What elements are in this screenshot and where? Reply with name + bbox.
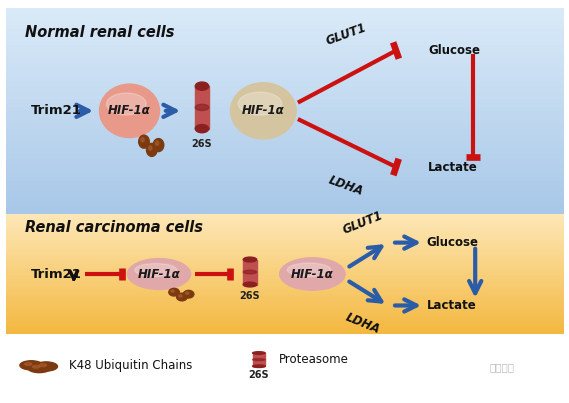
Text: Normal renal cells: Normal renal cells [25, 25, 175, 39]
Circle shape [169, 289, 179, 296]
Ellipse shape [238, 92, 282, 115]
Ellipse shape [195, 82, 209, 90]
Text: Renal carcinoma cells: Renal carcinoma cells [25, 220, 203, 235]
Ellipse shape [195, 125, 209, 133]
Ellipse shape [127, 258, 191, 290]
Text: GLUT1: GLUT1 [324, 21, 368, 48]
Circle shape [179, 295, 182, 297]
Text: LDHA: LDHA [327, 174, 365, 198]
Circle shape [176, 293, 187, 301]
Circle shape [39, 364, 47, 367]
Circle shape [185, 292, 189, 294]
Ellipse shape [195, 104, 209, 110]
Ellipse shape [99, 83, 160, 138]
Text: 晶莱实验: 晶莱实验 [489, 363, 514, 373]
Text: Lactate: Lactate [428, 160, 478, 174]
Circle shape [141, 138, 144, 142]
Text: Proteasome: Proteasome [279, 353, 349, 366]
Circle shape [171, 290, 174, 292]
Text: 26S: 26S [240, 291, 260, 301]
Ellipse shape [253, 365, 265, 368]
Ellipse shape [230, 82, 297, 139]
Circle shape [155, 141, 159, 145]
Circle shape [24, 363, 32, 366]
Text: 26S: 26S [249, 370, 269, 380]
Ellipse shape [253, 359, 265, 361]
Text: GLUT1: GLUT1 [341, 209, 385, 237]
Bar [195, 86, 209, 129]
Circle shape [153, 139, 164, 152]
Ellipse shape [243, 257, 257, 262]
Circle shape [149, 146, 152, 150]
Circle shape [35, 362, 57, 371]
Circle shape [28, 364, 51, 373]
Text: 26S: 26S [192, 139, 212, 149]
Text: K48 Ubiquitin Chains: K48 Ubiquitin Chains [69, 359, 193, 372]
Text: HIF-1α: HIF-1α [291, 268, 334, 280]
Ellipse shape [287, 263, 331, 276]
Text: Trim21: Trim21 [31, 268, 82, 280]
Text: Glucose: Glucose [428, 44, 480, 57]
Bar [253, 353, 265, 366]
Ellipse shape [106, 93, 146, 115]
Text: HIF-1α: HIF-1α [242, 104, 284, 117]
Text: LDHA: LDHA [343, 311, 382, 337]
Circle shape [32, 365, 40, 368]
Ellipse shape [279, 257, 346, 291]
Text: Lactate: Lactate [427, 299, 476, 312]
Text: Glucose: Glucose [427, 236, 479, 249]
Circle shape [139, 135, 149, 148]
Circle shape [146, 143, 157, 156]
Text: Trim21: Trim21 [31, 104, 82, 117]
Ellipse shape [243, 282, 257, 287]
Text: HIF-1α: HIF-1α [108, 104, 151, 117]
Ellipse shape [135, 264, 177, 276]
Ellipse shape [253, 352, 265, 354]
Bar [243, 260, 257, 285]
Circle shape [20, 361, 43, 370]
Ellipse shape [243, 270, 257, 274]
Circle shape [183, 290, 194, 298]
Text: HIF-1α: HIF-1α [138, 268, 180, 280]
